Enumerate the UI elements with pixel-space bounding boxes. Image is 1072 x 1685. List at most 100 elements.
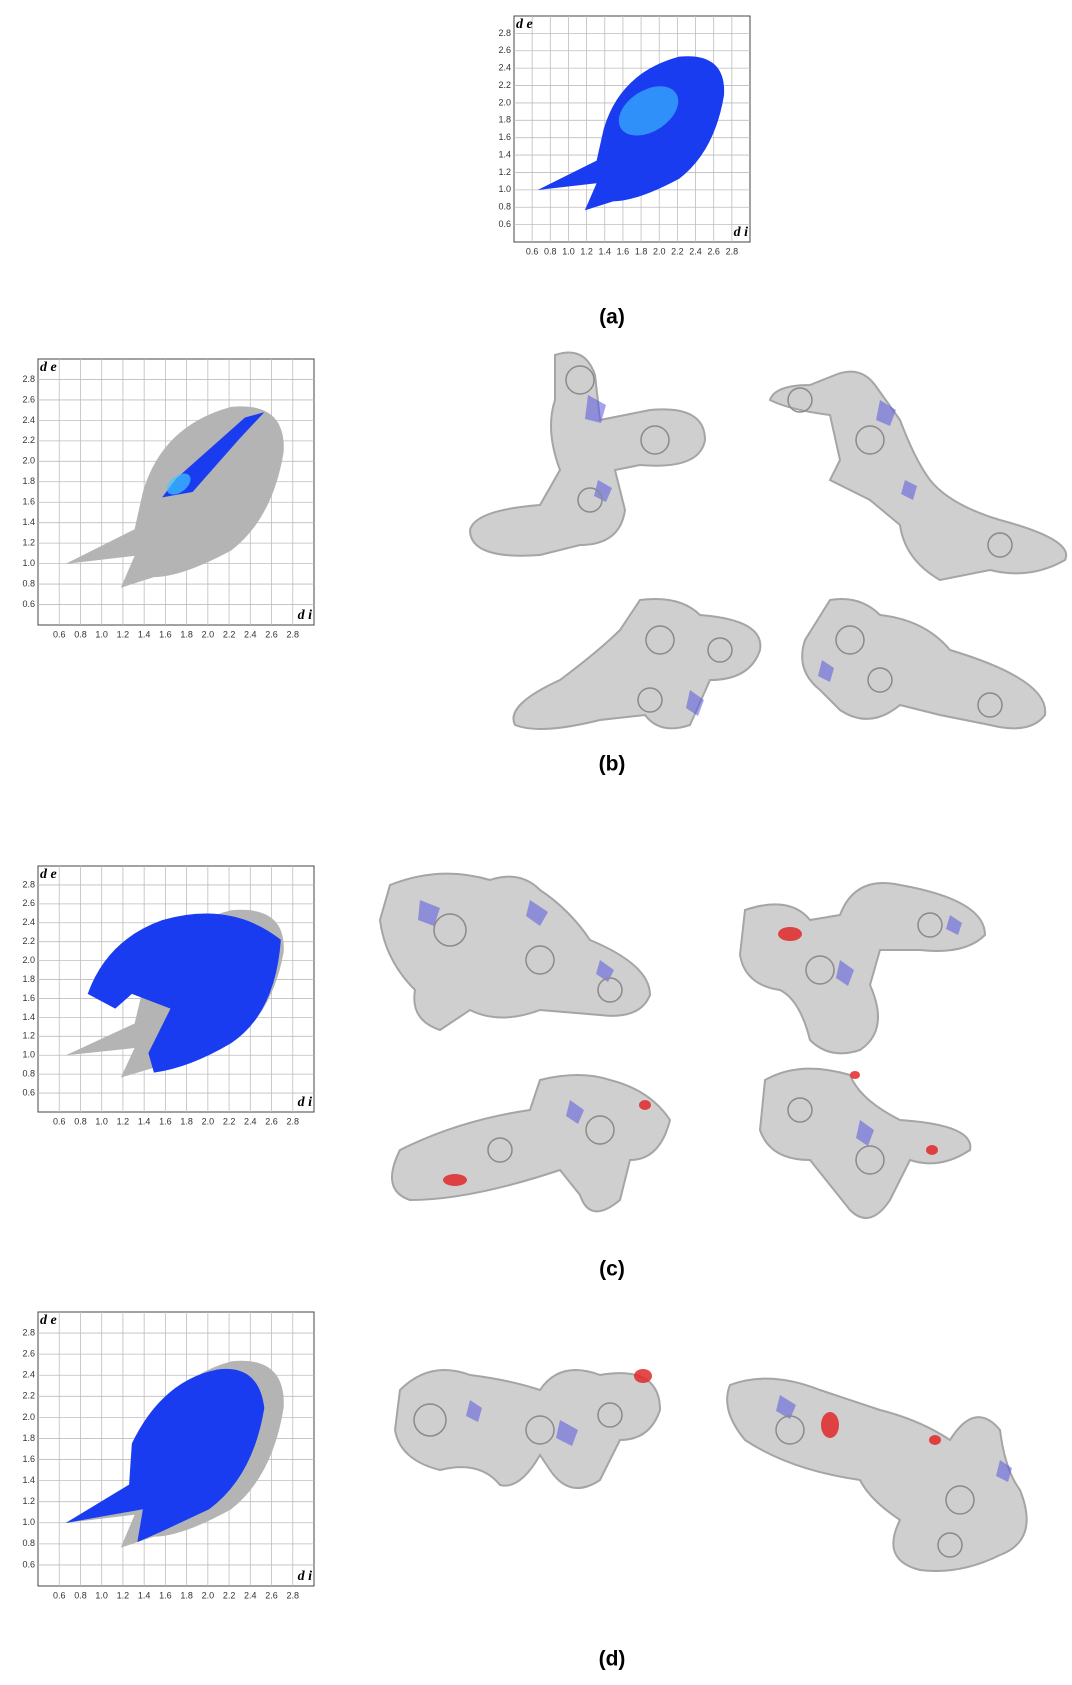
hirshfeld-surface <box>470 353 1066 730</box>
x-tick-label: 1.2 <box>117 629 130 639</box>
y-tick-label: 2.0 <box>498 97 511 107</box>
y-tick-label: 2.6 <box>22 898 35 908</box>
y-tick-label: 1.0 <box>498 184 511 194</box>
x-tick-label: 2.2 <box>223 1116 236 1126</box>
x-tick-label: 1.0 <box>95 1116 108 1126</box>
x-tick-label: 2.4 <box>244 1116 257 1126</box>
y-tick-label: 2.2 <box>498 80 511 90</box>
x-tick-label: 2.6 <box>265 1116 278 1126</box>
y-tick-label: 1.0 <box>22 558 35 568</box>
x-tick-label: 1.6 <box>617 246 630 256</box>
x-tick-label: 2.8 <box>726 246 739 256</box>
y-tick-label: 2.4 <box>22 415 35 425</box>
x-axis-label: d i <box>734 225 749 240</box>
x-tick-label: 2.6 <box>265 1590 278 1600</box>
y-tick-label: 1.4 <box>498 149 511 159</box>
y-tick-label: 1.8 <box>22 1433 35 1443</box>
x-tick-label: 2.2 <box>223 1590 236 1600</box>
x-tick-label: 2.0 <box>653 246 666 256</box>
y-tick-label: 1.4 <box>22 1012 35 1022</box>
x-tick-label: 2.8 <box>287 1116 300 1126</box>
y-tick-label: 0.8 <box>498 202 511 212</box>
fingerprint-plot: 0.60.81.01.21.41.61.82.02.22.42.62.80.60… <box>22 1312 314 1600</box>
panel-label: (b) <box>599 753 626 776</box>
y-tick-label: 0.6 <box>22 1087 35 1097</box>
y-tick-label: 2.8 <box>22 879 35 889</box>
x-tick-label: 2.8 <box>287 629 300 639</box>
x-tick-label: 2.6 <box>265 629 278 639</box>
y-tick-label: 1.0 <box>22 1050 35 1060</box>
fingerprint-plot: 0.6 0.8 1.0 1.2 1.4 1.6 1.8 2.0 2.2 2.4 2.6 2.8 0.6 0… <box>22 866 314 1126</box>
y-tick-label: 2.6 <box>22 1349 35 1359</box>
x-tick-label: 1.6 <box>159 629 172 639</box>
y-tick-label: 1.2 <box>498 167 511 177</box>
y-tick-label: 2.4 <box>22 1370 35 1380</box>
x-tick-label: 0.8 <box>74 629 87 639</box>
x-tick-label: 1.4 <box>138 1590 151 1600</box>
y-tick-label: 1.2 <box>22 538 35 548</box>
x-tick-label: 2.8 <box>287 1590 300 1600</box>
x-tick-label: 1.0 <box>562 246 575 256</box>
x-tick-label: 2.4 <box>689 246 702 256</box>
x-axis-label: d i <box>298 1569 313 1584</box>
y-tick-label: 2.8 <box>498 28 511 38</box>
x-tick-label: 0.6 <box>53 629 66 639</box>
y-tick-label: 0.8 <box>22 1069 35 1079</box>
y-tick-label: 1.4 <box>22 517 35 527</box>
y-tick-label: 2.4 <box>498 63 511 73</box>
x-tick-label: 2.0 <box>202 1116 215 1126</box>
y-tick-label: 1.8 <box>22 974 35 984</box>
y-tick-label: 0.8 <box>22 578 35 588</box>
figure: 0.6 0.8 1.0 1.2 1.4 1.6 1.8 2.0 2.2 2.4 2.6 2.8 0.6 0… <box>0 0 1072 1680</box>
x-tick-label: 1.2 <box>117 1590 130 1600</box>
x-tick-label: 1.8 <box>180 1590 193 1600</box>
x-axis-label: d i <box>298 608 313 623</box>
y-tick-label: 2.8 <box>22 374 35 384</box>
y-tick-label: 1.6 <box>22 497 35 507</box>
y-tick-label: 1.8 <box>498 115 511 125</box>
y-tick-label: 1.0 <box>22 1517 35 1527</box>
y-tick-label: 2.2 <box>22 435 35 445</box>
y-tick-label: 1.6 <box>22 993 35 1003</box>
hirshfeld-surface <box>395 1369 1027 1571</box>
x-tick-label: 1.4 <box>138 1116 151 1126</box>
y-axis-label: d e <box>40 1313 57 1328</box>
y-tick-label: 1.2 <box>22 1031 35 1041</box>
x-tick-label: 2.2 <box>671 246 684 256</box>
y-tick-label: 2.0 <box>22 955 35 965</box>
y-tick-label: 2.0 <box>22 1412 35 1422</box>
x-tick-label: 2.0 <box>202 1590 215 1600</box>
x-tick-label: 2.6 <box>707 246 720 256</box>
y-tick-label: 1.2 <box>22 1496 35 1506</box>
x-tick-label: 0.8 <box>74 1116 87 1126</box>
panel-label: (a) <box>599 306 625 329</box>
x-tick-label: 1.2 <box>580 246 593 256</box>
y-tick-label: 0.6 <box>498 219 511 229</box>
x-tick-label: 2.0 <box>202 629 215 639</box>
x-axis-label: d i <box>298 1095 313 1110</box>
x-tick-label: 0.6 <box>526 246 539 256</box>
x-tick-label: 1.6 <box>159 1590 172 1600</box>
x-tick-label: 0.6 <box>53 1590 66 1600</box>
y-tick-label: 2.6 <box>22 394 35 404</box>
fingerprint-plot: 0.6 0.8 1.0 1.2 1.4 1.6 1.8 2.0 2.2 2.4 2.6 2.8 0.6 0… <box>498 16 750 256</box>
y-tick-label: 2.0 <box>22 456 35 466</box>
y-tick-label: 2.6 <box>498 45 511 55</box>
x-tick-label: 1.2 <box>117 1116 130 1126</box>
x-tick-label: 0.6 <box>53 1116 66 1126</box>
x-tick-label: 1.8 <box>635 246 648 256</box>
y-tick-label: 1.8 <box>22 476 35 486</box>
x-tick-label: 1.4 <box>138 629 151 639</box>
x-tick-label: 1.0 <box>95 629 108 639</box>
y-tick-label: 1.6 <box>498 132 511 142</box>
x-tick-label: 1.4 <box>599 246 612 256</box>
x-tick-label: 2.4 <box>244 1590 257 1600</box>
y-tick-label: 0.8 <box>22 1538 35 1548</box>
y-tick-label: 2.8 <box>22 1327 35 1337</box>
y-tick-label: 1.6 <box>22 1454 35 1464</box>
panel-label: (d) <box>599 1648 626 1671</box>
y-tick-label: 2.4 <box>22 917 35 927</box>
x-tick-label: 2.4 <box>244 629 257 639</box>
x-tick-label: 0.8 <box>544 246 557 256</box>
